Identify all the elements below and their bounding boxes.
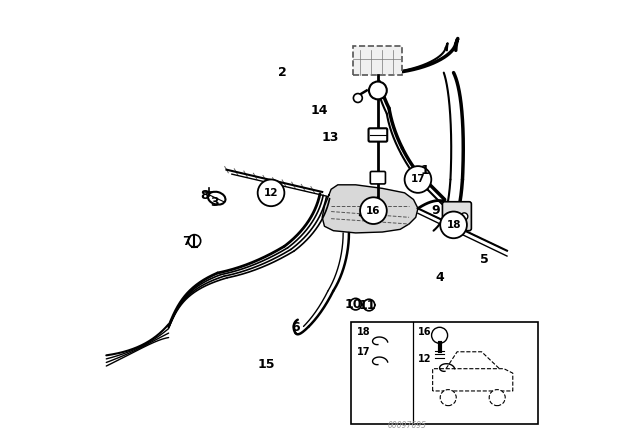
Circle shape: [353, 94, 362, 103]
FancyBboxPatch shape: [442, 202, 472, 231]
Text: 17: 17: [411, 174, 425, 185]
Text: 18: 18: [356, 327, 370, 337]
Text: 6: 6: [291, 321, 300, 334]
Text: 18: 18: [446, 220, 461, 230]
Circle shape: [461, 213, 468, 220]
Circle shape: [431, 327, 447, 343]
Text: 14: 14: [310, 104, 328, 117]
Circle shape: [444, 225, 454, 236]
Text: 1: 1: [420, 164, 429, 177]
Text: 12: 12: [264, 188, 278, 198]
Text: 7: 7: [182, 235, 191, 248]
Text: 8: 8: [200, 189, 209, 202]
Text: 11: 11: [359, 298, 376, 311]
Bar: [351, 322, 538, 424]
Circle shape: [188, 235, 201, 247]
Text: 3: 3: [210, 196, 218, 209]
FancyBboxPatch shape: [369, 128, 387, 142]
Bar: [353, 46, 403, 75]
Circle shape: [369, 82, 387, 99]
Text: 00097695: 00097695: [387, 421, 426, 430]
Circle shape: [440, 211, 467, 238]
Text: 16: 16: [418, 327, 432, 337]
Text: 16: 16: [366, 206, 381, 215]
Circle shape: [440, 390, 456, 405]
Text: 5: 5: [481, 253, 489, 266]
Circle shape: [360, 197, 387, 224]
Ellipse shape: [208, 192, 225, 205]
Text: 17: 17: [356, 347, 370, 358]
Circle shape: [489, 390, 505, 405]
Text: 9: 9: [431, 204, 440, 217]
Text: 10: 10: [345, 297, 362, 310]
Circle shape: [363, 299, 375, 311]
Circle shape: [258, 180, 284, 206]
Circle shape: [447, 213, 454, 220]
Text: 4: 4: [436, 271, 445, 284]
Circle shape: [350, 298, 362, 310]
Text: 15: 15: [258, 358, 275, 371]
Text: 13: 13: [322, 131, 339, 144]
Text: 12: 12: [418, 354, 432, 364]
Text: 2: 2: [278, 66, 287, 79]
Circle shape: [454, 213, 461, 220]
Circle shape: [404, 166, 431, 193]
Polygon shape: [322, 185, 418, 233]
FancyBboxPatch shape: [371, 172, 385, 184]
